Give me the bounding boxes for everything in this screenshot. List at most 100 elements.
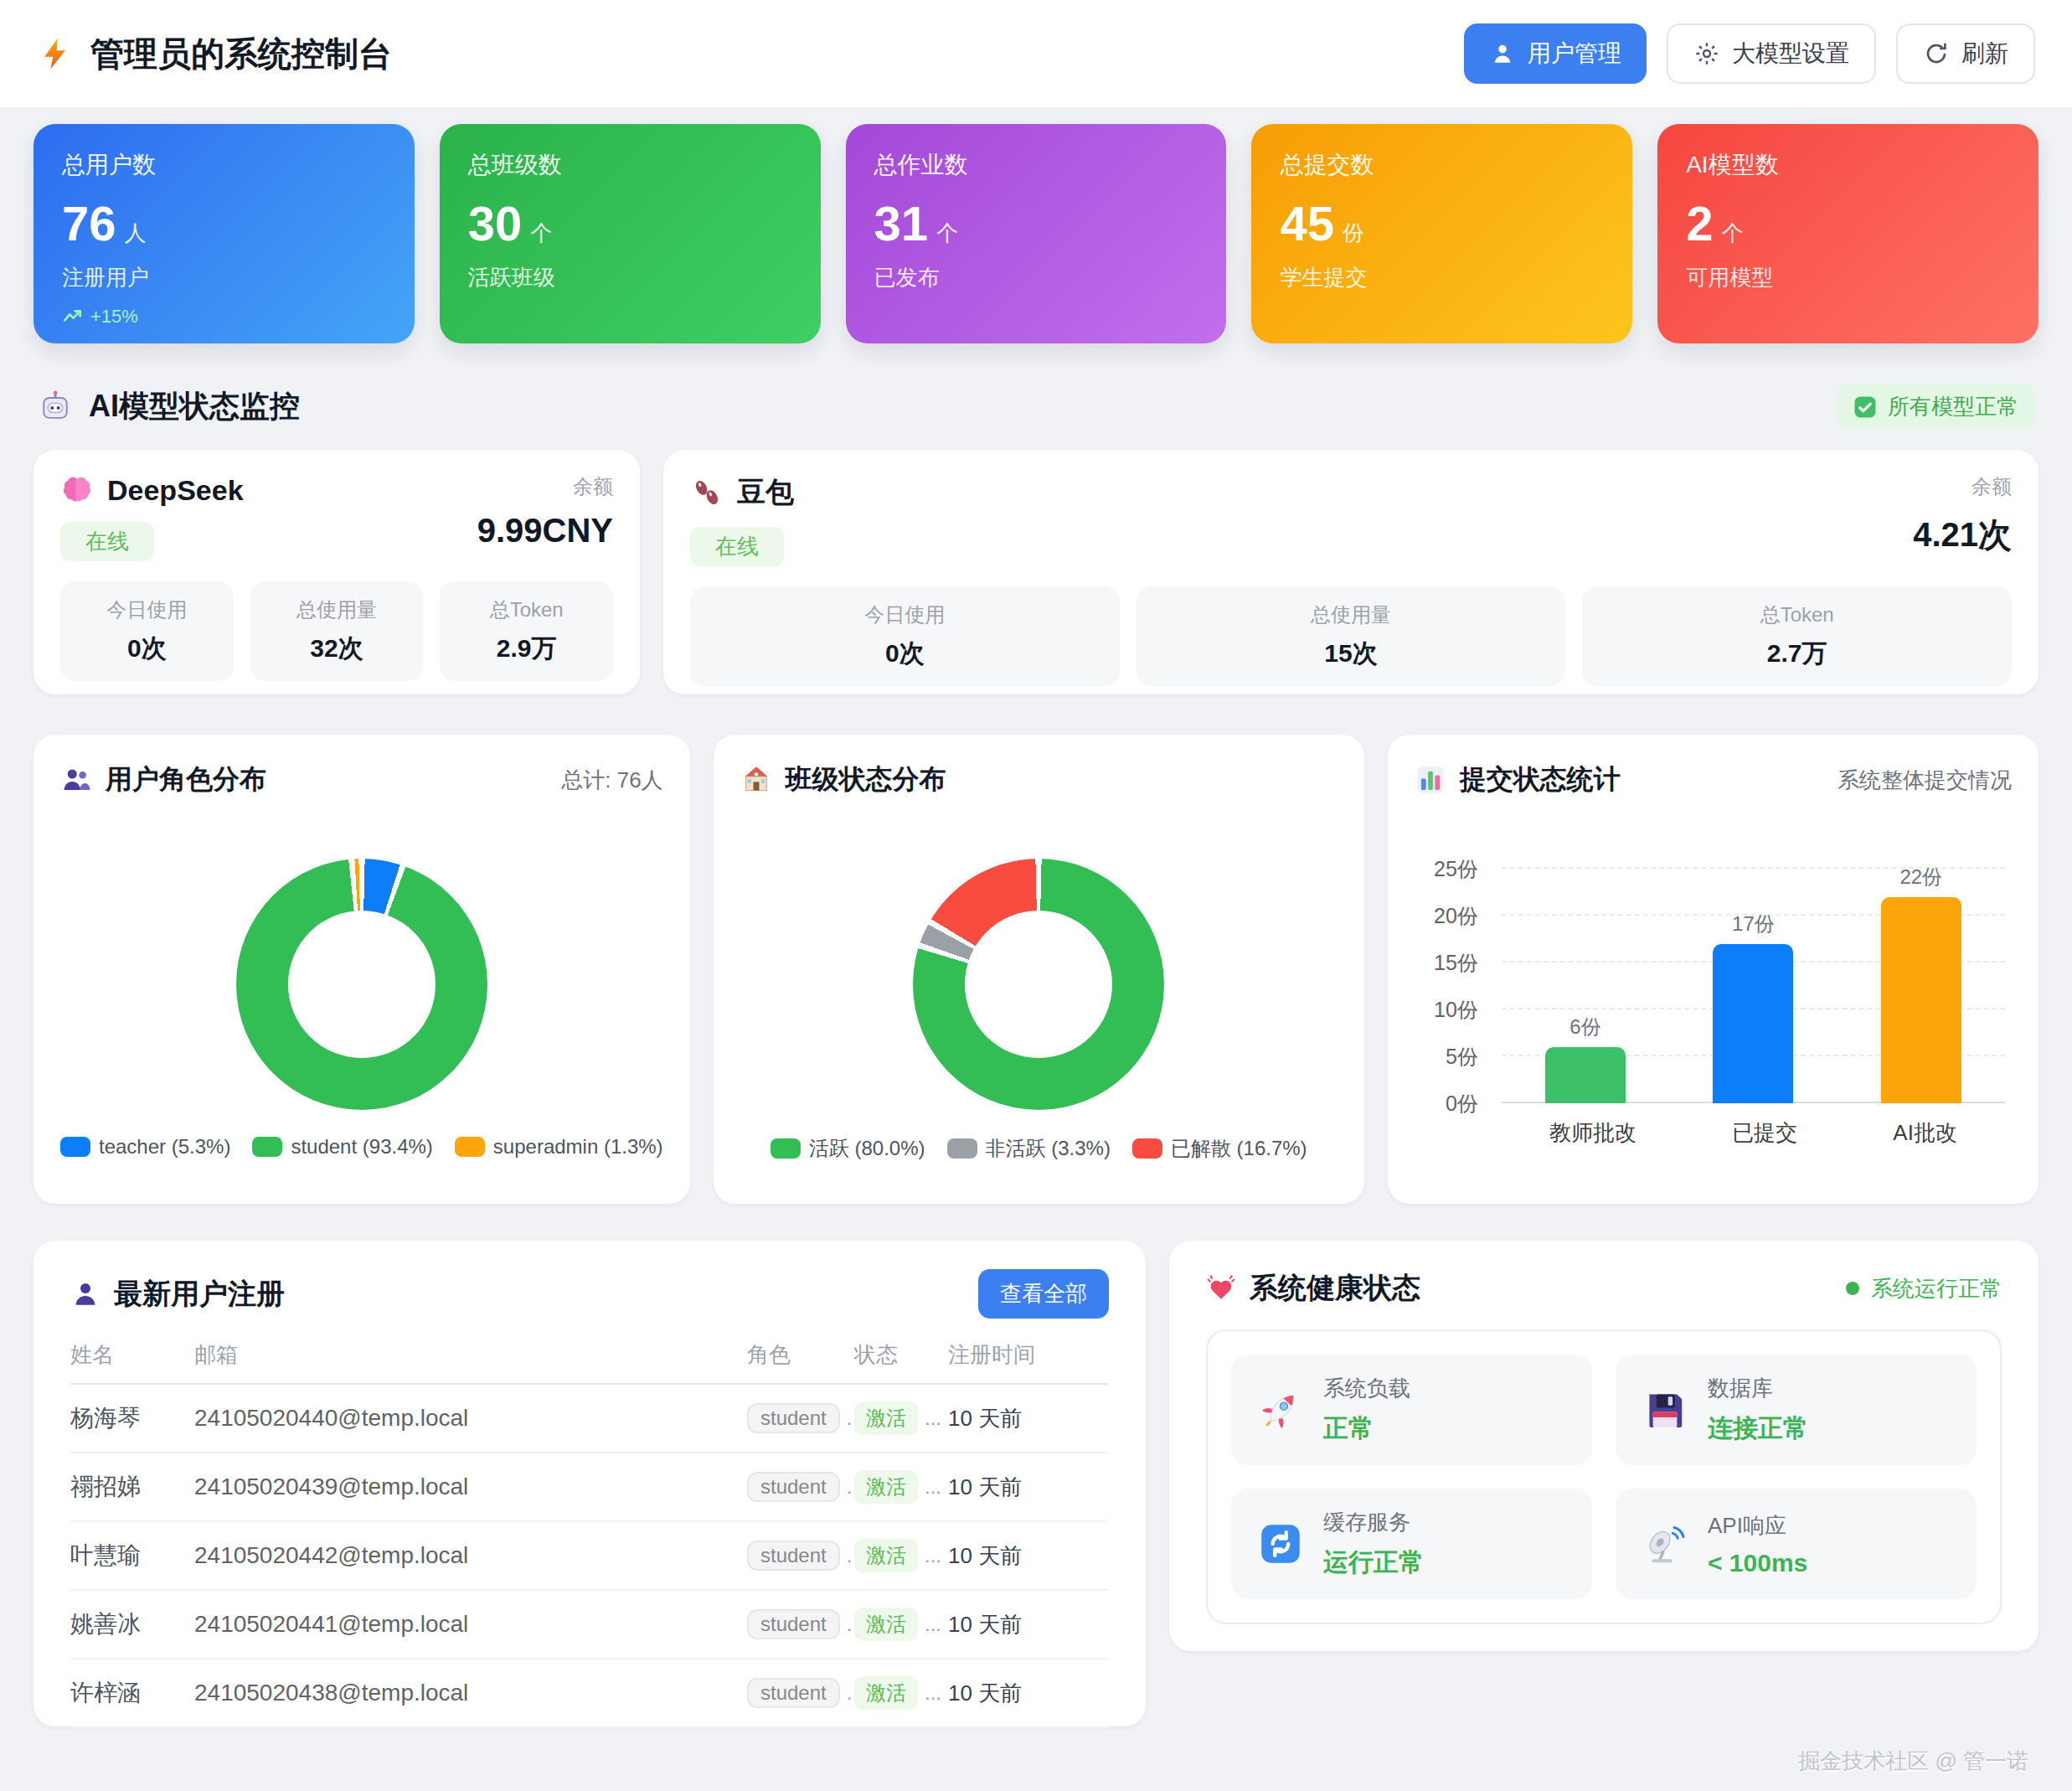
ai-section-title: AI模型状态监控 (89, 386, 300, 427)
brain-icon (60, 473, 94, 507)
model-stat-total: 总使用量15次 (1137, 586, 1566, 686)
people-icon (60, 764, 92, 796)
stat-value: 45 (1280, 199, 1334, 248)
heart-icon (1206, 1273, 1236, 1303)
user-roles-card: 用户角色分布 总计: 76人 teacher (5.3%) student (9… (34, 735, 690, 1204)
stat-card-submissions: 总提交数 45份 学生提交 (1251, 124, 1632, 343)
bar-submitted[interactable]: 17份 (1713, 944, 1793, 1103)
floppy-disk-icon (1642, 1387, 1688, 1432)
all-models-ok-badge: 所有模型正常 (1836, 384, 2035, 430)
stat-label: AI模型数 (1686, 149, 2010, 181)
stat-unit: 个 (530, 219, 552, 248)
chart-title: 用户角色分布 (106, 761, 266, 798)
user-icon (1489, 40, 1516, 67)
chart-title: 提交状态统计 (1460, 761, 1621, 798)
health-tile-load: 系统负载正常 (1231, 1355, 1592, 1465)
health-tile-api: API响应< 100ms (1616, 1489, 1977, 1599)
stat-trend-value: +15% (90, 306, 138, 328)
chart-title: 班级状态分布 (786, 761, 946, 798)
table-row[interactable]: 姚善冰 24105020441@temp.local student. 激活..… (70, 1591, 1109, 1659)
ai-section-header: AI模型状态监控 所有模型正常 (37, 384, 2035, 430)
refresh-label: 刷新 (1961, 38, 2008, 70)
stat-sub: 已发布 (874, 263, 1198, 292)
bar-teacher-graded[interactable]: 6份 (1545, 1047, 1626, 1103)
legend-label: 活跃 (80.0%) (809, 1135, 925, 1162)
refresh-icon (1923, 40, 1950, 67)
y-axis: 0份 5份 10份 15份 20份 25份 (1415, 855, 1495, 1103)
model-stat-today: 今日使用0次 (60, 581, 234, 681)
legend-chip (60, 1137, 90, 1157)
stat-label: 总作业数 (874, 149, 1198, 181)
bars: 6份 17份 22份 (1502, 855, 2005, 1103)
stat-unit: 个 (1721, 219, 1743, 248)
legend-label: teacher (5.3%) (99, 1135, 230, 1159)
all-models-ok-label: 所有模型正常 (1888, 392, 2018, 421)
stat-unit: 个 (936, 219, 958, 248)
table-row[interactable]: 禤招娣 24105020439@temp.local student. 激活..… (70, 1453, 1109, 1522)
stat-sub: 学生提交 (1280, 263, 1604, 292)
table-row[interactable]: 叶慧瑜 24105020442@temp.local student. 激活..… (70, 1522, 1109, 1591)
model-settings-button[interactable]: 大模型设置 (1667, 23, 1876, 84)
gear-icon (1693, 40, 1720, 67)
model-name-row: DeepSeek (60, 473, 244, 507)
class-status-donut[interactable] (913, 859, 1164, 1110)
user-management-button[interactable]: 用户管理 (1464, 23, 1647, 84)
system-status: 系统运行正常 (1846, 1274, 2002, 1303)
balance-value: 9.99CNY (477, 512, 613, 550)
chart-subtitle: 系统整体提交情况 (1837, 766, 2012, 795)
status-badge: 激活 (854, 1401, 918, 1435)
stat-label: 总提交数 (1280, 149, 1604, 181)
model-card-doubao: 豆包 在线 余额 4.21次 今日使用0次 总使用量15次 总Token2.7万 (663, 450, 2038, 694)
stat-value: 31 (874, 199, 929, 248)
legend-chip (771, 1138, 801, 1159)
user-roles-donut[interactable] (236, 859, 487, 1110)
submission-stats-card: 提交状态统计 系统整体提交情况 0份 5份 10份 15份 20份 25份 (1388, 735, 2038, 1204)
balance-label: 余额 (1913, 473, 2012, 500)
chart-cards: 用户角色分布 总计: 76人 teacher (5.3%) student (9… (34, 735, 2038, 1204)
model-stat-token: 总Token2.9万 (440, 581, 613, 681)
status-badge: 激活 (854, 1608, 918, 1641)
stat-card-ai-models: AI模型数 2个 可用模型 (1657, 124, 2038, 343)
table-header: 姓名 邮箱 角色 状态 注册时间 (70, 1340, 1109, 1385)
legend: teacher (5.3%) student (93.4%) superadmi… (60, 1135, 663, 1159)
model-stat-total: 总使用量32次 (250, 581, 424, 681)
bar-chart-icon (1415, 764, 1446, 796)
table-row[interactable]: 杨海琴 24105020440@temp.local student. 激活..… (70, 1385, 1109, 1453)
stat-card-assignments: 总作业数 31个 已发布 (846, 124, 1227, 343)
status-badge: 激活 (854, 1676, 918, 1710)
stat-value: 30 (468, 199, 523, 248)
model-settings-label: 大模型设置 (1732, 38, 1849, 70)
legend-chip (1132, 1138, 1162, 1159)
trending-up-icon (62, 306, 84, 328)
table-title: 最新用户注册 (114, 1275, 285, 1314)
stat-card-users: 总用户数 76人 注册用户 +15% (34, 124, 415, 343)
stat-trend: +15% (62, 306, 386, 328)
status-dot (1846, 1282, 1859, 1295)
user-management-label: 用户管理 (1528, 38, 1621, 70)
robot-icon (37, 389, 74, 426)
status-badge: 激活 (854, 1539, 918, 1572)
rocket-icon (1258, 1387, 1303, 1432)
stat-value: 76 (62, 199, 116, 248)
model-stat-token: 总Token2.7万 (1582, 586, 2012, 686)
model-stat-today: 今日使用0次 (690, 586, 1120, 686)
stat-value: 2 (1686, 199, 1713, 248)
role-badge: student (747, 1609, 840, 1639)
role-badge: student (747, 1541, 840, 1571)
bar-ai-graded[interactable]: 22份 (1881, 897, 1961, 1103)
table-row[interactable]: 许梓涵 24105020438@temp.local student. 激活..… (70, 1659, 1109, 1728)
model-name: 豆包 (737, 473, 794, 512)
stat-card-classes: 总班级数 30个 活跃班级 (440, 124, 821, 343)
health-tile-cache: 缓存服务运行正常 (1231, 1489, 1592, 1599)
view-all-button[interactable]: 查看全部 (978, 1269, 1109, 1319)
model-status-badge: 在线 (690, 527, 784, 566)
role-badge: student (747, 1472, 840, 1502)
latest-users-card: 最新用户注册 查看全部 姓名 邮箱 角色 状态 注册时间 杨海琴 2410502… (34, 1241, 1146, 1726)
health-tile-database: 数据库连接正常 (1616, 1355, 1977, 1465)
legend-label: superadmin (1.3%) (493, 1135, 663, 1159)
refresh-button[interactable]: 刷新 (1896, 23, 2035, 84)
system-health-card: 系统健康状态 系统运行正常 系统负载正常 数据库连接正常 缓存服务运行正常 (1169, 1241, 2038, 1651)
balance-value: 4.21次 (1913, 512, 2012, 558)
legend-chip (947, 1138, 977, 1159)
stat-unit: 人 (125, 219, 147, 248)
